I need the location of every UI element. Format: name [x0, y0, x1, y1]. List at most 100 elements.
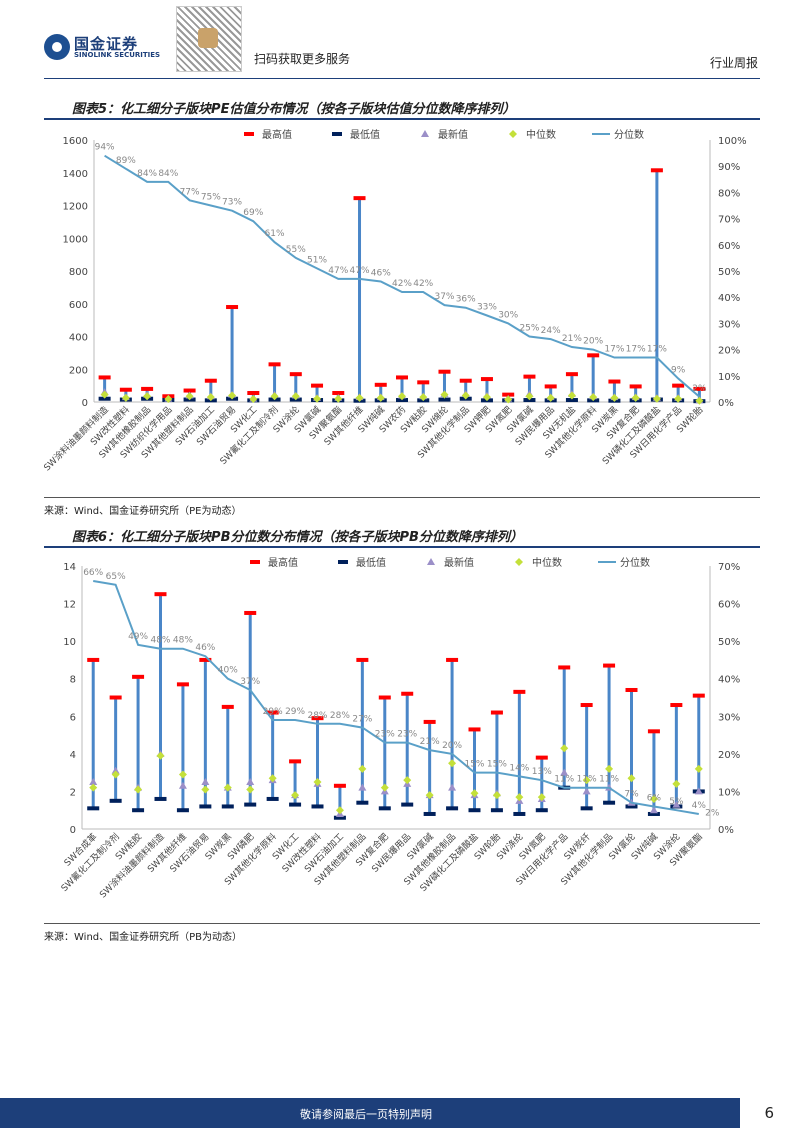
max-marker: [608, 379, 621, 384]
max-marker: [459, 378, 472, 383]
percentile-label: 2%: [692, 384, 707, 394]
percentile-label: 94%: [95, 143, 115, 153]
max-marker: [544, 384, 557, 389]
latest-marker: [201, 778, 210, 786]
percentile-label: 42%: [413, 279, 433, 289]
left-tick-label: 0: [70, 825, 76, 836]
max-marker: [692, 693, 705, 698]
right-tick-label: 70%: [718, 562, 740, 573]
right-tick-label: 100%: [718, 136, 747, 147]
max-marker: [98, 375, 111, 380]
median-marker: [270, 392, 279, 401]
right-tick-label: 20%: [718, 750, 740, 761]
min-marker: [109, 798, 122, 803]
percentile-label: 33%: [477, 303, 497, 313]
left-tick-label: 1200: [63, 202, 88, 213]
right-tick-label: 60%: [718, 241, 740, 252]
left-tick-label: 0: [82, 398, 88, 409]
max-marker: [490, 710, 503, 715]
median-marker: [355, 393, 364, 402]
median-marker: [492, 791, 501, 800]
latest-marker: [582, 787, 591, 795]
median-marker: [631, 393, 640, 402]
right-tick-label: 30%: [718, 712, 740, 723]
max-marker: [266, 710, 279, 715]
max-marker: [176, 682, 189, 687]
median-marker: [156, 751, 165, 760]
footer-disclaimer: 敬请参阅最后一页特别声明: [300, 1108, 432, 1121]
qr-center-logo-icon: [198, 28, 218, 48]
pb-percentile-chart: 最高值 最低值 最新值 中位数 分位数 0 2 4 6 8 10 12 14 0% 10% 20% 30% 40%…: [58, 556, 740, 900]
left-tick-label: 4: [70, 750, 76, 761]
percentile-label: 20%: [583, 337, 603, 347]
percentile-label: 65%: [106, 572, 126, 582]
right-tick-label: 10%: [718, 787, 740, 798]
max-marker: [523, 374, 536, 379]
percentile-label: 17%: [604, 344, 624, 354]
latest-marker: [560, 768, 569, 776]
right-tick-label: 80%: [718, 188, 740, 199]
percentile-label: 47%: [350, 266, 370, 276]
percentile-label: 66%: [83, 568, 103, 578]
percentile-label: 89%: [116, 156, 136, 166]
median-marker: [143, 392, 152, 401]
percentile-label: 23%: [375, 730, 395, 740]
median-marker: [482, 393, 491, 402]
max-marker: [289, 759, 302, 764]
left-tick-label: 2: [70, 787, 76, 798]
max-marker: [513, 689, 526, 694]
report-type-label: 行业周报: [709, 56, 758, 70]
min-marker: [468, 808, 481, 813]
percentile-label: 37%: [240, 677, 260, 687]
percentile-label: 46%: [371, 268, 391, 278]
median-marker: [546, 393, 555, 402]
max-marker: [353, 196, 366, 201]
percentile-label: 47%: [328, 266, 348, 276]
right-tick-label: 30%: [718, 319, 740, 330]
right-tick-label: 40%: [718, 293, 740, 304]
max-marker: [356, 657, 369, 662]
left-tick-label: 12: [63, 600, 76, 611]
median-marker: [376, 393, 385, 402]
percentile-label: 55%: [286, 245, 306, 255]
sinolink-logo-icon: [44, 34, 70, 60]
right-tick-label: 10%: [718, 372, 740, 383]
right-tick-label: 50%: [718, 637, 740, 648]
median-marker: [610, 393, 619, 402]
median-marker: [201, 785, 210, 794]
percentile-label: 40%: [218, 666, 238, 676]
min-marker: [647, 811, 660, 816]
max-marker: [438, 369, 451, 374]
median-marker: [291, 791, 300, 800]
max-marker: [502, 392, 515, 397]
left-tick-label: 10: [63, 637, 76, 648]
left-tick-label: 1400: [63, 169, 88, 180]
legend-label-2: 最新值: [438, 128, 468, 141]
median-marker: [268, 774, 277, 783]
median-marker: [291, 392, 300, 401]
percentile-label: 5%: [669, 797, 684, 807]
footer-band: [0, 1098, 740, 1128]
max-marker: [580, 703, 593, 708]
min-marker: [98, 396, 111, 401]
left-tick-label: 400: [69, 333, 88, 344]
right-tick-label: 20%: [718, 346, 740, 357]
max-marker: [423, 719, 436, 724]
max-marker: [87, 657, 100, 662]
min-marker: [513, 811, 526, 816]
percentile-label: 48%: [150, 636, 170, 646]
right-tick-label: 50%: [718, 267, 740, 278]
legend-marker-1: [332, 132, 342, 136]
legend-label-1: 最低值: [350, 128, 380, 141]
max-marker: [109, 695, 122, 700]
legend-label-4: 分位数: [620, 556, 650, 569]
min-marker: [333, 815, 346, 820]
percentile-label: 28%: [307, 711, 327, 721]
left-tick-label: 14: [63, 562, 76, 573]
percentile-label: 84%: [158, 169, 178, 179]
percentile-label: 7%: [624, 790, 639, 800]
percentile-label: 30%: [498, 310, 518, 320]
percentile-label: 75%: [201, 193, 221, 203]
right-tick-label: 70%: [718, 215, 740, 226]
percentile-line: [104, 154, 701, 398]
